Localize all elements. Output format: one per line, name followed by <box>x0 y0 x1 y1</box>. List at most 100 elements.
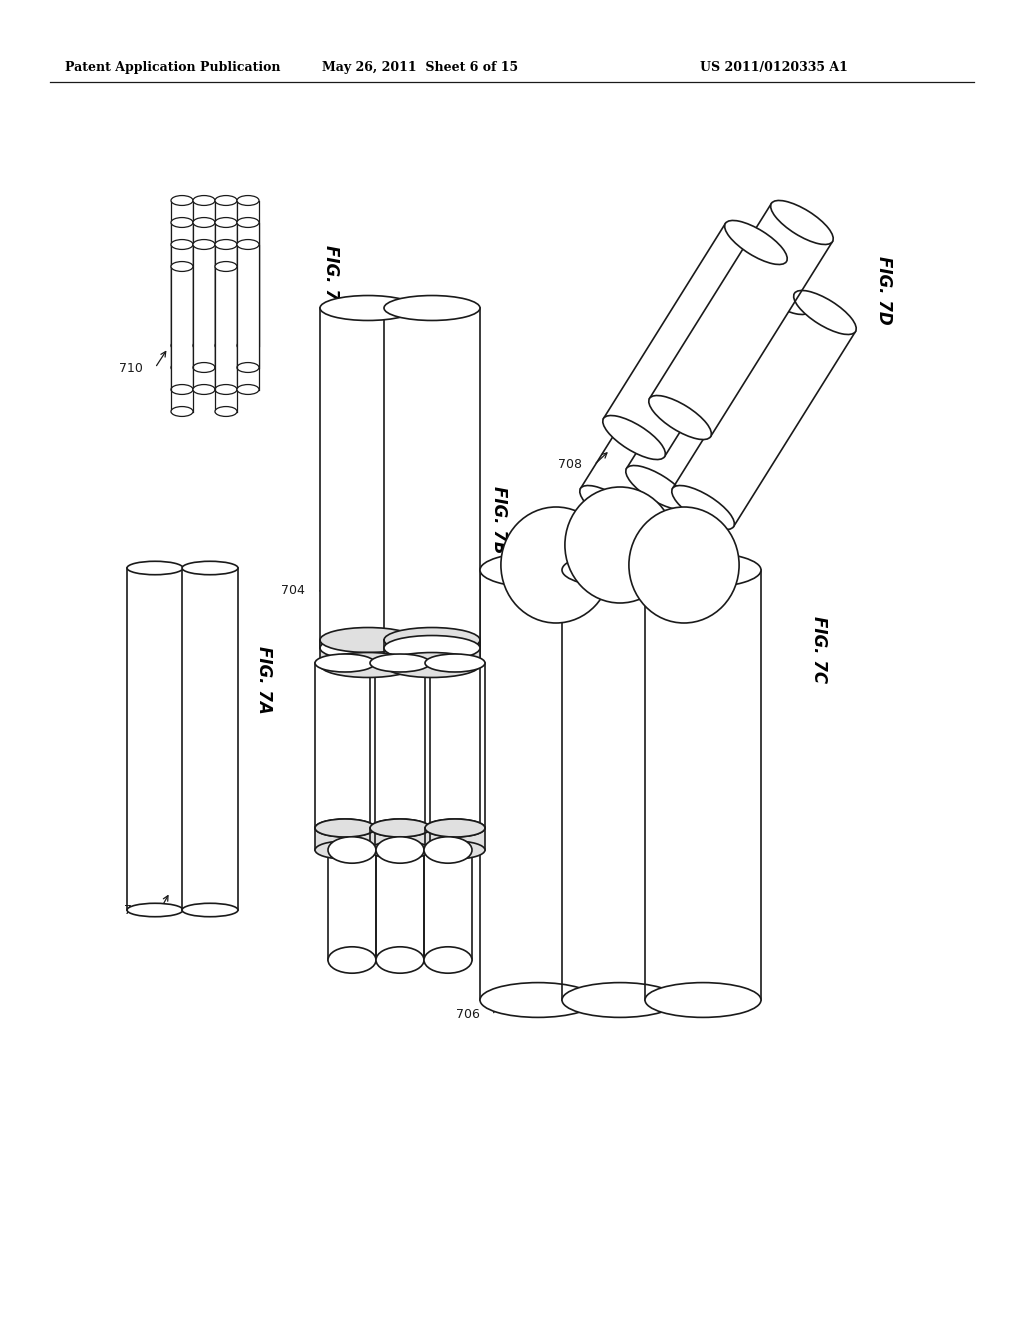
Ellipse shape <box>171 261 193 272</box>
Ellipse shape <box>171 195 193 206</box>
Ellipse shape <box>182 561 238 574</box>
Polygon shape <box>127 568 183 909</box>
Ellipse shape <box>771 201 834 244</box>
Text: May 26, 2011  Sheet 6 of 15: May 26, 2011 Sheet 6 of 15 <box>322 62 518 74</box>
Ellipse shape <box>425 818 485 837</box>
Text: FIG. 7C: FIG. 7C <box>810 616 828 684</box>
Polygon shape <box>237 244 259 389</box>
Ellipse shape <box>237 363 259 372</box>
Text: FIG. 7A: FIG. 7A <box>255 645 273 714</box>
Ellipse shape <box>626 466 688 510</box>
Ellipse shape <box>171 218 193 227</box>
Polygon shape <box>480 570 596 1001</box>
Text: US 2011/0120335 A1: US 2011/0120335 A1 <box>700 62 848 74</box>
Ellipse shape <box>193 239 215 249</box>
Polygon shape <box>627 273 809 507</box>
Ellipse shape <box>319 627 416 652</box>
Ellipse shape <box>171 239 193 249</box>
Ellipse shape <box>748 271 810 314</box>
Ellipse shape <box>215 341 237 350</box>
Ellipse shape <box>562 982 678 1018</box>
Ellipse shape <box>328 837 376 863</box>
Ellipse shape <box>425 841 485 859</box>
Polygon shape <box>319 308 416 648</box>
Text: 710: 710 <box>119 362 143 375</box>
Polygon shape <box>649 203 833 437</box>
Polygon shape <box>424 850 472 960</box>
Ellipse shape <box>645 982 761 1018</box>
Ellipse shape <box>370 841 430 859</box>
Polygon shape <box>425 663 485 828</box>
Polygon shape <box>645 570 761 1001</box>
Polygon shape <box>384 308 480 648</box>
Ellipse shape <box>649 396 712 440</box>
Ellipse shape <box>215 261 237 272</box>
Ellipse shape <box>127 561 183 574</box>
Ellipse shape <box>424 946 472 973</box>
Ellipse shape <box>425 818 485 837</box>
Polygon shape <box>376 850 424 960</box>
Ellipse shape <box>215 218 237 227</box>
Polygon shape <box>328 850 376 960</box>
Ellipse shape <box>127 903 183 916</box>
Polygon shape <box>425 828 485 850</box>
Polygon shape <box>215 201 237 346</box>
Polygon shape <box>319 640 416 665</box>
Polygon shape <box>315 828 375 850</box>
Polygon shape <box>581 293 764 527</box>
Ellipse shape <box>384 635 480 660</box>
Polygon shape <box>237 223 259 367</box>
Polygon shape <box>370 663 430 828</box>
Polygon shape <box>384 640 480 665</box>
Polygon shape <box>215 244 237 389</box>
Ellipse shape <box>370 818 430 837</box>
Polygon shape <box>237 201 259 346</box>
Ellipse shape <box>215 384 237 395</box>
Ellipse shape <box>562 553 678 587</box>
Ellipse shape <box>315 818 375 837</box>
Polygon shape <box>193 223 215 367</box>
Ellipse shape <box>376 946 424 973</box>
Ellipse shape <box>480 553 596 587</box>
Text: 708: 708 <box>558 458 582 471</box>
Polygon shape <box>171 223 193 367</box>
Polygon shape <box>603 223 786 457</box>
Ellipse shape <box>193 341 215 350</box>
Ellipse shape <box>794 290 856 334</box>
Ellipse shape <box>215 195 237 206</box>
Ellipse shape <box>565 487 675 603</box>
Ellipse shape <box>171 363 193 372</box>
Ellipse shape <box>215 239 237 249</box>
Polygon shape <box>215 267 237 412</box>
Ellipse shape <box>370 653 430 672</box>
Text: 702: 702 <box>124 903 148 916</box>
Ellipse shape <box>237 239 259 249</box>
Ellipse shape <box>237 195 259 206</box>
Text: FIG. 7E: FIG. 7E <box>322 246 340 312</box>
Ellipse shape <box>629 507 739 623</box>
Ellipse shape <box>237 218 259 227</box>
Ellipse shape <box>237 384 259 395</box>
Ellipse shape <box>193 384 215 395</box>
Ellipse shape <box>319 635 416 660</box>
Ellipse shape <box>725 220 787 264</box>
Ellipse shape <box>319 652 416 677</box>
Ellipse shape <box>193 218 215 227</box>
Ellipse shape <box>384 652 480 677</box>
Ellipse shape <box>315 653 375 672</box>
Polygon shape <box>171 267 193 412</box>
Polygon shape <box>182 568 238 909</box>
Polygon shape <box>171 244 193 389</box>
Ellipse shape <box>171 341 193 350</box>
Ellipse shape <box>425 653 485 672</box>
Ellipse shape <box>701 290 764 334</box>
Ellipse shape <box>315 818 375 837</box>
Ellipse shape <box>384 627 480 652</box>
Ellipse shape <box>193 363 215 372</box>
Ellipse shape <box>384 296 480 321</box>
Text: FIG. 7D: FIG. 7D <box>874 256 893 325</box>
Ellipse shape <box>315 841 375 859</box>
Ellipse shape <box>672 486 734 529</box>
Ellipse shape <box>501 507 611 623</box>
Text: FIG. 7B: FIG. 7B <box>490 486 508 554</box>
